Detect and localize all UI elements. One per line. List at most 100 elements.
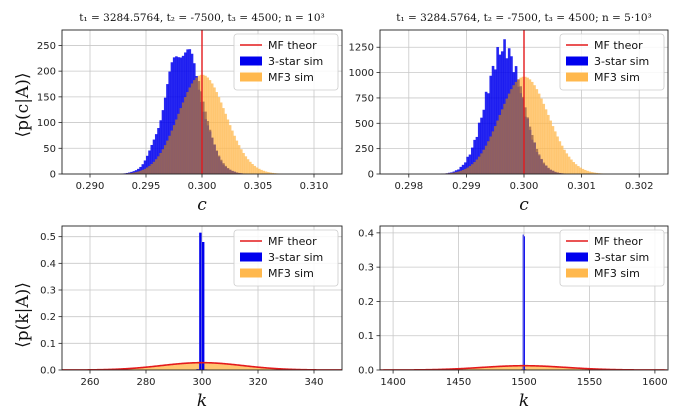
chart-panel-2: 0.298 0.299 0.300 0.301 0.302 0 250 500 750 1000 1… <box>349 12 669 215</box>
x-tick-label: 340 <box>304 377 323 388</box>
three-star-sim-bar <box>496 47 499 174</box>
overlap-bar <box>166 140 169 174</box>
x-tick-label: 1400 <box>380 377 405 388</box>
x-axis-label: c <box>197 195 207 215</box>
overlap-bar <box>452 172 456 174</box>
mf3-sim-bar <box>210 83 214 174</box>
overlap-bar <box>519 86 522 174</box>
overlap-bar <box>514 81 518 174</box>
x-tick-label: 0.298 <box>394 181 423 192</box>
overlap-bar <box>533 142 536 174</box>
y-tick-label: 250 <box>355 144 374 155</box>
overlap-bar <box>231 170 234 174</box>
legend-label: MF theor <box>594 39 643 52</box>
mf3-sim-bar <box>219 102 223 174</box>
three-star-sim-bar <box>202 242 205 370</box>
overlap-bar <box>181 102 185 174</box>
mf3-sim-bar <box>558 141 562 174</box>
three-star-sim-bar <box>137 168 140 174</box>
three-star-sim-bar <box>154 134 158 174</box>
overlap-bar <box>179 108 183 174</box>
three-star-sim-bar <box>475 136 479 174</box>
legend-label: 3-star sim <box>594 55 649 68</box>
three-star-sim-bar <box>498 54 502 174</box>
three-star-sim-bar <box>152 139 156 174</box>
mf3-sim-bar <box>246 159 250 174</box>
mf3-sim-bar <box>208 80 212 174</box>
mf3-sim-bar <box>574 164 578 174</box>
overlap-bar <box>473 162 476 174</box>
mf3-sim-bar <box>253 165 257 174</box>
mf3-sim-bar <box>540 98 543 174</box>
overlap-bar <box>202 101 205 174</box>
y-tick-label: 100 <box>37 118 56 129</box>
overlap-bar <box>459 170 463 174</box>
overlap-bar <box>139 170 142 174</box>
y-tick-label: 1000 <box>349 68 374 79</box>
y-tick-label: 0.4 <box>358 228 374 239</box>
legend-swatch-3-star-sim <box>566 56 588 66</box>
x-tick-label: 1550 <box>577 377 602 388</box>
x-tick-label: 1450 <box>446 377 471 388</box>
mf3-sim-bar <box>576 166 580 174</box>
overlap-bar <box>186 92 189 174</box>
three-star-sim-bar <box>491 65 495 174</box>
x-tick-label: 0.290 <box>76 181 105 192</box>
overlap-bar <box>146 167 149 174</box>
three-star-sim-bar <box>461 164 465 174</box>
overlap-bar <box>464 168 467 174</box>
three-star-sim-bar <box>161 110 165 174</box>
overlap-bar <box>134 172 138 174</box>
plot-marks <box>441 30 608 174</box>
overlap-bar <box>235 172 239 174</box>
three-star-sim-bar <box>471 147 474 174</box>
mf3-sim-bar <box>530 81 534 174</box>
three-star-sim-bar <box>466 156 470 174</box>
overlap-bar <box>450 172 453 174</box>
y-tick-label: 0.1 <box>40 339 56 350</box>
overlap-bar <box>544 165 548 174</box>
mf3-sim-bar <box>544 109 548 174</box>
overlap-bar <box>524 107 527 174</box>
legend-swatch-3-star-sim <box>566 252 588 262</box>
three-star-sim-bar <box>168 71 171 174</box>
three-star-sim-bar <box>484 91 488 174</box>
overlap-bar <box>132 172 136 174</box>
mf3-sim-bar <box>551 126 555 174</box>
y-tick-label: 0.2 <box>358 297 374 308</box>
legend-label: 3-star sim <box>594 251 649 264</box>
three-star-sim-bar <box>468 154 472 174</box>
overlap-bar <box>498 114 502 174</box>
mf3-sim-bar <box>251 164 254 174</box>
y-tick-label: 500 <box>355 119 374 130</box>
y-tick-label: 200 <box>37 67 56 78</box>
mf3-sim-bar <box>233 135 236 174</box>
mf3-sim-bar <box>255 167 259 174</box>
mf3-sim-bar <box>260 169 263 174</box>
mf3-sim-bar <box>581 168 585 174</box>
mf3-sim-bar <box>549 120 552 174</box>
legend-label: MF3 sim <box>268 71 314 84</box>
overlap-bar <box>489 136 493 174</box>
three-star-sim-bar <box>170 62 174 174</box>
y-tick-label: 0.0 <box>358 366 374 377</box>
mf3-sim-bar <box>533 85 536 174</box>
mf3-sim-bar <box>249 161 252 174</box>
chart-title: t₁ = 3284.5764, t₂ = -7500, t₃ = 4500; n… <box>79 12 325 24</box>
legend-swatch-3-star-sim <box>240 252 262 262</box>
mf3-sim-bar <box>579 167 582 174</box>
legend: MF theor 3-star sim MF3 sim <box>233 229 339 287</box>
mf3-sim-bar <box>269 172 272 174</box>
overlap-bar <box>477 156 481 174</box>
x-tick-label: 1600 <box>642 377 667 388</box>
mf3-sim-bar <box>547 114 550 174</box>
three-star-sim-bar <box>157 128 160 174</box>
three-star-sim-bar <box>146 155 149 174</box>
overlap-bar <box>130 172 133 174</box>
three-star-sim-bar <box>459 166 463 174</box>
overlap-bar <box>521 96 525 174</box>
y-tick-label: 0.0 <box>40 366 56 377</box>
three-star-sim-bar <box>464 162 467 174</box>
x-axis-label: k <box>519 391 529 411</box>
